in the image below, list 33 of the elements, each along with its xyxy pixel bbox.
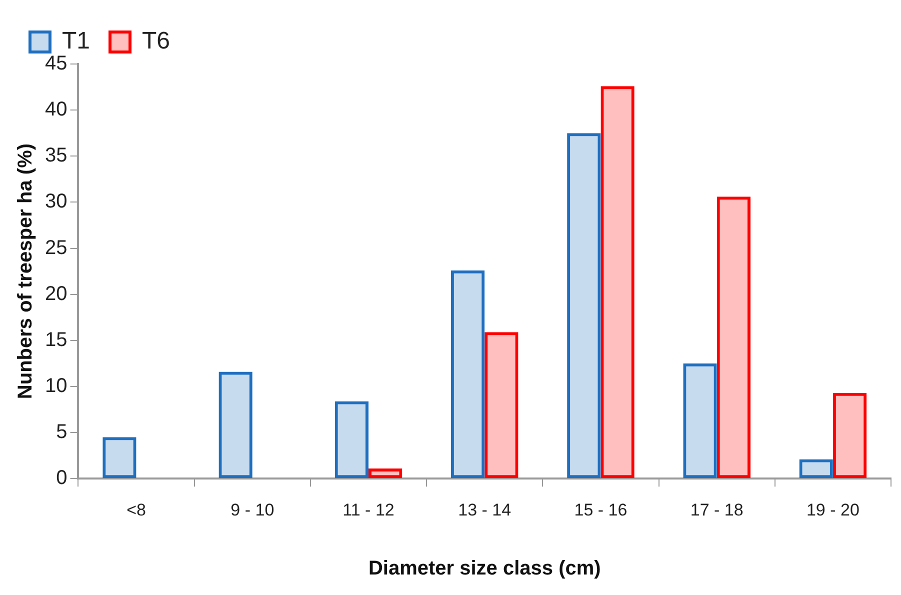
y-tick-label: 30 — [44, 190, 68, 213]
x-tick-label: 15 - 16 — [574, 500, 628, 520]
y-tick-label: 45 — [44, 52, 68, 75]
bar — [832, 392, 867, 478]
legend-label: T6 — [142, 28, 170, 55]
bar — [450, 270, 485, 478]
y-tick-label: 15 — [44, 328, 68, 351]
x-tick-label: 19 - 20 — [806, 500, 860, 520]
bar — [334, 401, 369, 478]
legend-label: T1 — [62, 28, 90, 55]
bar — [799, 459, 833, 478]
x-tick-label: <8 — [126, 500, 146, 520]
bar — [368, 468, 402, 478]
bar — [484, 332, 518, 478]
bar — [567, 133, 601, 478]
x-tick-label: 13 - 14 — [458, 500, 512, 520]
bar — [683, 363, 717, 478]
y-tick-label: 40 — [44, 98, 68, 121]
x-axis-title: Diameter size class (cm) — [368, 558, 601, 580]
bar — [218, 372, 252, 478]
y-tick-label: 5 — [56, 421, 68, 444]
x-tick-label: 11 - 12 — [342, 500, 394, 520]
y-axis-title: Nunbers of treesper ha (%) — [14, 143, 37, 400]
bar — [102, 437, 136, 478]
y-tick-label: 0 — [56, 467, 68, 490]
y-tick-label: 20 — [44, 282, 68, 305]
bar — [600, 86, 634, 478]
y-tick-label: 10 — [44, 374, 68, 397]
x-tick-label: 9 - 10 — [230, 500, 274, 520]
x-tick-label: 17 - 18 — [690, 500, 744, 520]
y-tick-label: 25 — [44, 236, 68, 259]
y-tick-label: 35 — [44, 144, 68, 167]
bar — [716, 196, 751, 478]
